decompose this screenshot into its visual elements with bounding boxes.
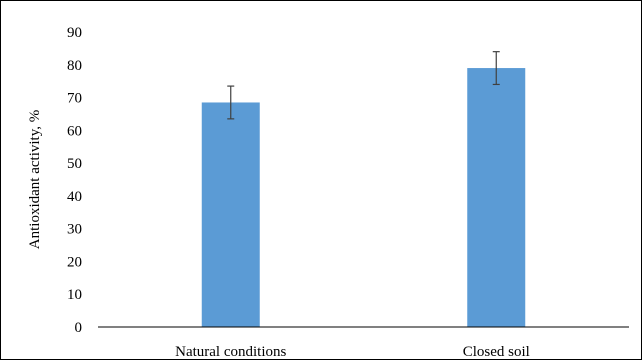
error-bars-group [227,51,500,120]
bar [467,68,526,328]
y-tick-label: 40 [67,189,82,205]
y-tick-label: 0 [75,320,83,336]
y-axis-ticks: 0 10 20 30 40 50 60 70 80 90 [67,25,82,336]
x-tick-label: Natural conditions [175,344,286,360]
bars-group [201,68,526,328]
x-axis-labels: Natural conditions Closed soil [175,344,530,360]
y-tick-label: 80 [67,58,82,74]
y-tick-label: 50 [67,156,82,172]
y-tick-label: 10 [67,287,82,303]
y-tick-label: 90 [67,25,82,41]
y-tick-label: 60 [67,123,82,139]
y-tick-label: 30 [67,222,82,238]
y-tick-label: 20 [67,254,82,270]
bar [201,102,260,327]
y-tick-label: 70 [67,91,82,107]
y-axis-title: Antioxidant activity, % [27,110,43,249]
x-tick-label: Closed soil [463,344,530,360]
